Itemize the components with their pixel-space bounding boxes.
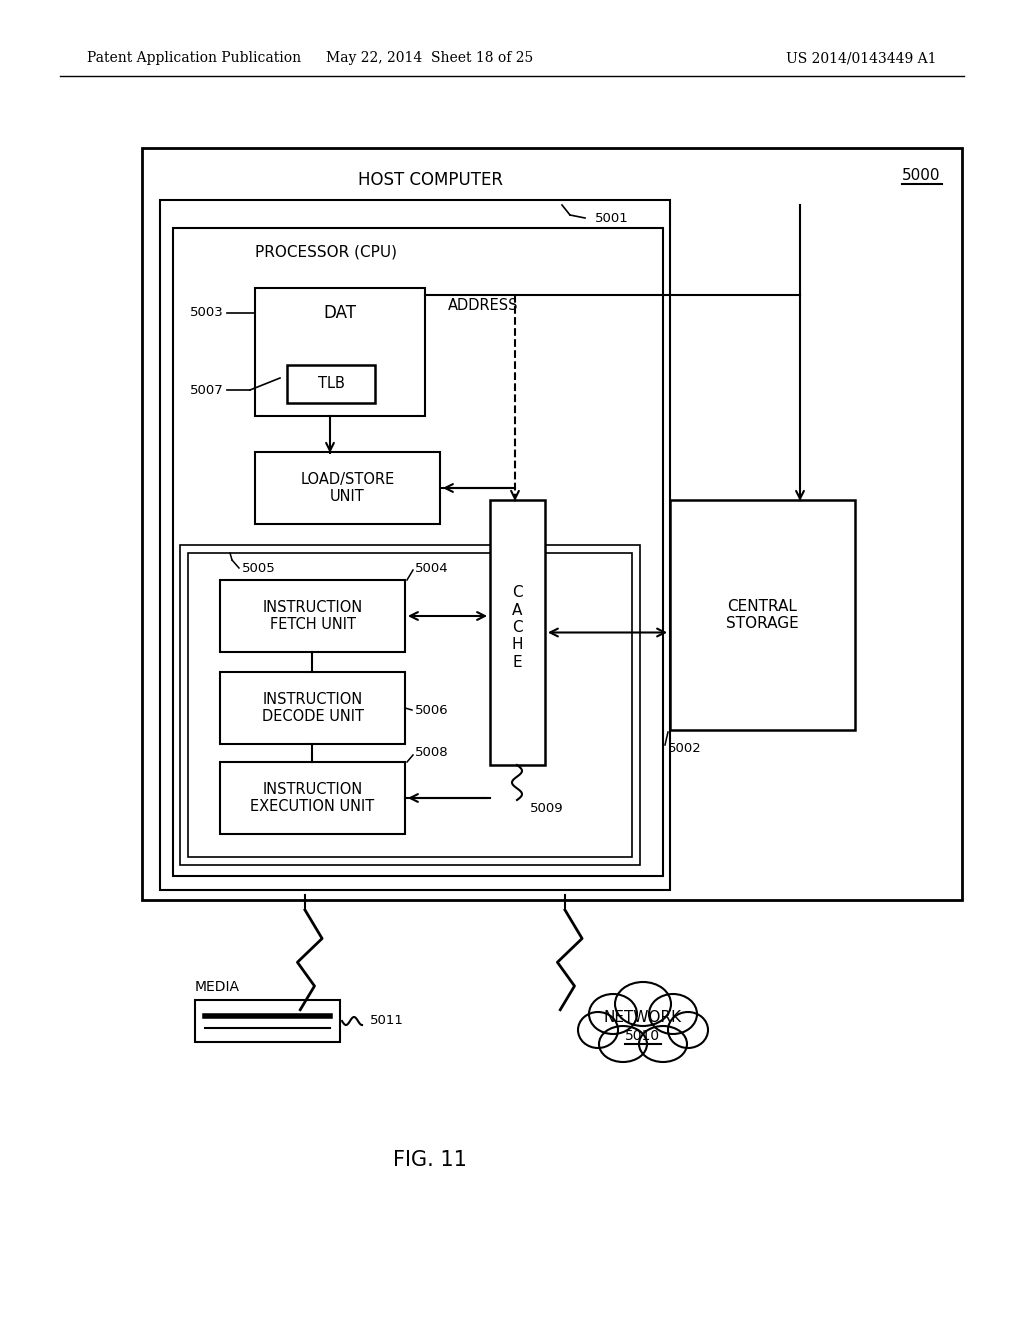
Text: 5003: 5003: [190, 306, 224, 319]
Bar: [195, 1001, 340, 1041]
Text: 5008: 5008: [415, 746, 449, 759]
Ellipse shape: [639, 1026, 687, 1063]
Text: INSTRUCTION
EXECUTION UNIT: INSTRUCTION EXECUTION UNIT: [251, 781, 375, 814]
Text: C
A
C
H
E: C A C H E: [512, 585, 523, 669]
Text: PROCESSOR (CPU): PROCESSOR (CPU): [255, 244, 397, 260]
Bar: [180, 545, 640, 865]
Text: MEDIA: MEDIA: [195, 979, 240, 994]
Ellipse shape: [578, 1012, 618, 1048]
Bar: [220, 579, 406, 652]
Bar: [220, 672, 406, 744]
Bar: [220, 762, 406, 834]
Text: 5002: 5002: [668, 742, 701, 755]
Bar: [173, 228, 663, 876]
Text: 5011: 5011: [370, 1015, 403, 1027]
Bar: [287, 366, 375, 403]
Text: INSTRUCTION
DECODE UNIT: INSTRUCTION DECODE UNIT: [261, 692, 364, 725]
Bar: [188, 553, 632, 857]
Text: LOAD/STORE
UNIT: LOAD/STORE UNIT: [300, 471, 394, 504]
Text: INSTRUCTION
FETCH UNIT: INSTRUCTION FETCH UNIT: [262, 599, 362, 632]
Ellipse shape: [589, 994, 637, 1034]
Bar: [255, 288, 425, 416]
Ellipse shape: [668, 1012, 708, 1048]
Text: HOST COMPUTER: HOST COMPUTER: [357, 172, 503, 189]
Bar: [490, 500, 545, 766]
Text: 5000: 5000: [901, 168, 940, 182]
Text: TLB: TLB: [317, 376, 344, 392]
Text: Patent Application Publication: Patent Application Publication: [87, 51, 301, 65]
Text: 5005: 5005: [242, 561, 275, 574]
Bar: [670, 500, 855, 730]
Text: DAT: DAT: [324, 304, 356, 322]
Bar: [255, 451, 440, 524]
Text: 5010: 5010: [626, 1030, 660, 1043]
Ellipse shape: [615, 982, 671, 1026]
Bar: [160, 201, 670, 890]
Text: US 2014/0143449 A1: US 2014/0143449 A1: [785, 51, 936, 65]
Text: 5006: 5006: [415, 704, 449, 717]
Ellipse shape: [599, 1026, 647, 1063]
Text: 5009: 5009: [530, 801, 563, 814]
Text: 5001: 5001: [595, 211, 629, 224]
Ellipse shape: [649, 994, 697, 1034]
Text: ADDRESS: ADDRESS: [449, 297, 518, 313]
Text: May 22, 2014  Sheet 18 of 25: May 22, 2014 Sheet 18 of 25: [327, 51, 534, 65]
Text: FIG. 11: FIG. 11: [393, 1150, 467, 1170]
Text: CENTRAL
STORAGE: CENTRAL STORAGE: [726, 599, 799, 631]
Text: 5007: 5007: [190, 384, 224, 396]
Text: 5004: 5004: [415, 561, 449, 574]
Text: NETWORK: NETWORK: [604, 1010, 682, 1024]
Bar: [142, 148, 962, 900]
